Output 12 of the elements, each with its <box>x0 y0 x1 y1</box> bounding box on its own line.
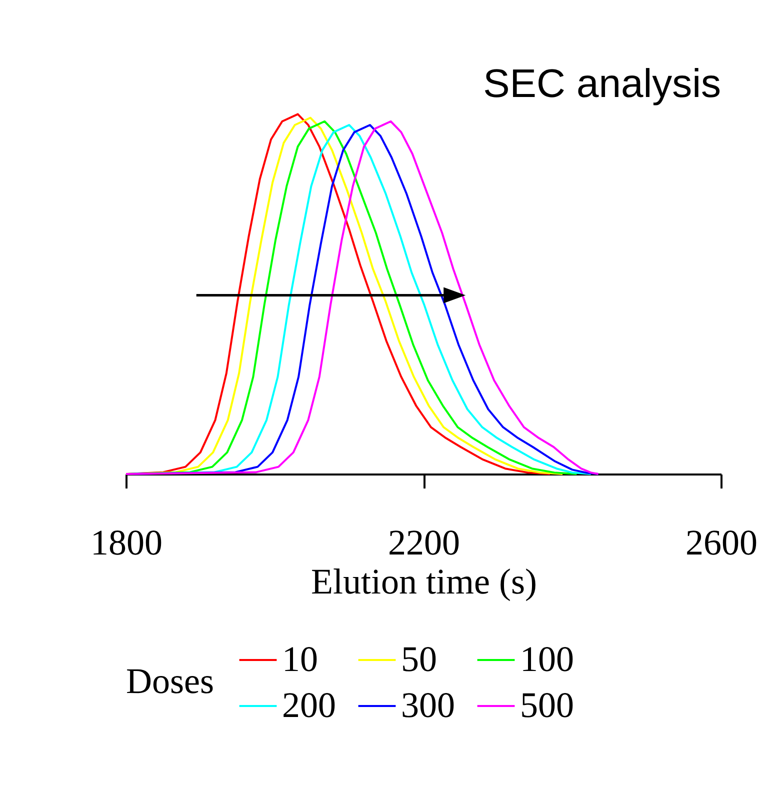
legend-label: 200 <box>282 685 336 725</box>
legend-label: 500 <box>520 685 574 725</box>
legend-label: 50 <box>401 639 437 679</box>
legend-label: 100 <box>520 639 574 679</box>
chart-title: SEC analysis <box>483 62 721 106</box>
x-tick-label: 2200 <box>388 522 460 562</box>
legend-title: Doses <box>126 661 214 701</box>
x-tick-label: 2600 <box>686 522 758 562</box>
x-tick-label: 1800 <box>90 522 162 562</box>
legend-label: 10 <box>282 639 318 679</box>
legend-label: 300 <box>401 685 455 725</box>
x-axis-title: Elution time (s) <box>311 562 537 602</box>
